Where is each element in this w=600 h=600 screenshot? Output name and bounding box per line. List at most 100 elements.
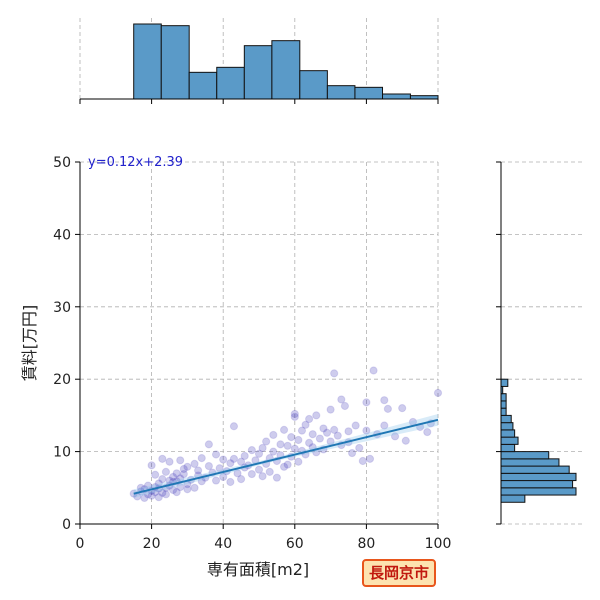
scatter-point	[183, 462, 192, 471]
scatter-point	[290, 412, 299, 421]
top-histogram-bar	[271, 40, 301, 100]
scatter-point	[211, 476, 221, 485]
scatter-point	[423, 427, 432, 437]
scatter-point	[219, 472, 228, 482]
scatter-point	[247, 469, 256, 479]
scatter-point	[262, 437, 271, 446]
top-histogram-bar	[299, 70, 328, 100]
y-axis-label: 賃料[万円]	[20, 305, 39, 382]
x-tick-label: 100	[425, 536, 452, 552]
scatter-point	[172, 469, 181, 478]
scatter-point	[219, 455, 228, 464]
scatter-point	[344, 427, 353, 436]
x-tick-label: 40	[214, 536, 232, 552]
top-histogram-bar	[216, 66, 245, 100]
x-tick-label: 20	[143, 536, 161, 552]
scatter-point	[237, 457, 246, 466]
right-histogram-bar	[500, 487, 577, 496]
top-histogram-bar	[382, 93, 411, 100]
top-histogram	[79, 18, 439, 104]
scatter-point	[194, 466, 203, 475]
x-tick-label: 60	[286, 536, 304, 552]
scatter-point	[247, 446, 256, 455]
scatter-point	[369, 366, 378, 375]
scatter-point	[240, 451, 249, 461]
scatter-point	[326, 405, 335, 414]
scatter-point	[237, 475, 246, 484]
scatter-point	[283, 460, 292, 469]
x-axis-label: 専有面積[m2]	[207, 560, 309, 579]
scatter-point	[172, 488, 181, 497]
scatter-point	[305, 414, 314, 424]
scatter-point	[158, 488, 167, 497]
scatter-point	[229, 422, 239, 431]
scatter-point	[258, 472, 267, 481]
top-histogram-bar	[243, 45, 273, 100]
scatter-point	[287, 433, 296, 442]
scatter-point	[147, 461, 156, 470]
scatter-point	[179, 469, 188, 479]
right-histogram	[496, 161, 582, 525]
right-histogram-bar	[500, 429, 516, 438]
scatter-point	[362, 398, 371, 407]
right-histogram-bar	[500, 465, 570, 474]
scatter-point	[290, 409, 299, 419]
scatter-point	[351, 421, 360, 430]
scatter-point	[179, 464, 188, 474]
scatter-point	[265, 467, 274, 476]
scatter-point	[165, 457, 174, 466]
y-tick-label: 30	[53, 300, 71, 316]
top-histogram-bar	[133, 23, 162, 100]
scatter-point	[337, 395, 346, 404]
scatter-point	[312, 411, 321, 420]
scatter-point	[140, 493, 149, 503]
y-tick-label: 20	[53, 372, 71, 388]
scatter-point	[226, 459, 235, 468]
scatter-point	[233, 469, 242, 478]
scatter-point	[290, 444, 299, 453]
scatter-point	[301, 420, 310, 429]
scatter-point	[433, 388, 443, 398]
scatter-point	[333, 431, 342, 440]
right-histogram-bar	[500, 422, 514, 431]
scatter-point	[340, 401, 350, 411]
scatter-point	[358, 456, 367, 466]
right-histogram-bar	[500, 494, 526, 503]
scatter-point	[383, 404, 392, 413]
scatter-point	[330, 425, 339, 434]
right-histogram-bar	[500, 436, 519, 445]
scatter-point	[147, 491, 156, 500]
scatter-point	[330, 369, 339, 378]
scatter-point	[315, 434, 324, 443]
scatter-point	[183, 485, 192, 494]
scatter-point	[211, 450, 221, 459]
scatter-point	[294, 457, 303, 466]
scatter-point	[380, 396, 389, 405]
scatter-point	[297, 426, 307, 435]
scatter-point	[294, 435, 303, 445]
scatter-point	[347, 448, 357, 458]
scatter-point	[154, 493, 163, 502]
right-histogram-bar	[500, 451, 550, 460]
top-histogram-bar	[160, 25, 190, 100]
y-tick-label: 0	[62, 517, 71, 533]
scatter-point	[308, 430, 317, 439]
scatter-point	[279, 462, 289, 471]
top-histogram-bar	[188, 71, 218, 100]
scatter-point	[176, 456, 185, 465]
scatter-point	[258, 443, 267, 453]
scatter-point	[398, 404, 407, 413]
right-histogram-bar	[500, 400, 507, 409]
right-histogram-bar	[500, 480, 574, 489]
right-histogram-bar	[500, 472, 577, 482]
scatter-point	[161, 490, 171, 499]
right-histogram-bar	[500, 443, 516, 453]
scatter-point	[279, 425, 289, 434]
regression-line	[133, 418, 439, 495]
scatter-point	[197, 454, 206, 463]
x-tick-label: 0	[76, 536, 85, 552]
scatter-point	[272, 473, 281, 482]
scatter-point	[362, 426, 371, 435]
scatter-point	[161, 467, 171, 476]
scatter-point	[390, 432, 400, 441]
